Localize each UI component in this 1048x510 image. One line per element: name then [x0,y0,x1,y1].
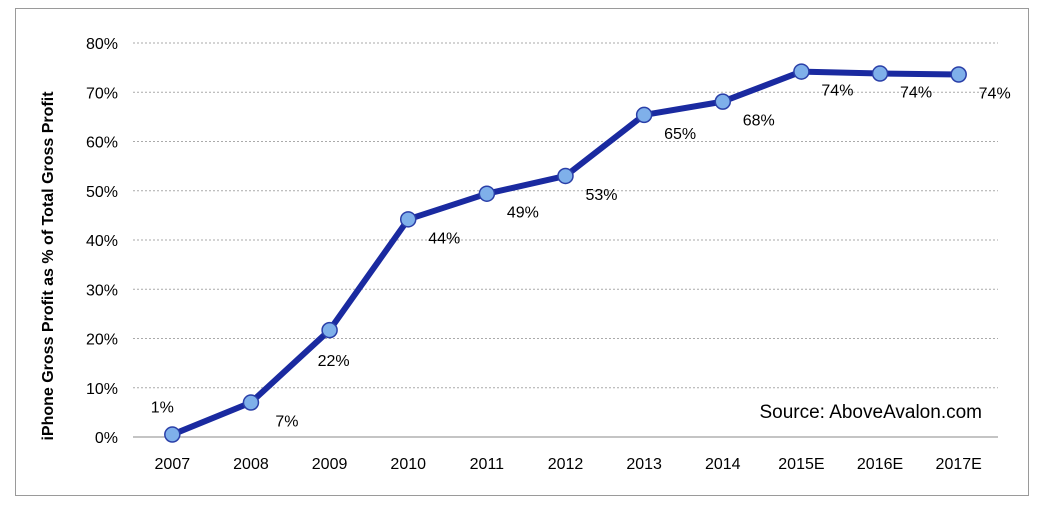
data-label: 65% [664,126,696,143]
data-label: 68% [743,113,775,130]
data-point [793,63,810,80]
y-tick-label: 60% [86,135,118,152]
y-axis-ticks: 0% 10% 20% 30% 40% 50% 60% 70% 80% [86,36,118,447]
data-labels: 1% 7% 22% 44% 49% 53% 65% 68% 74% 74% 74% [151,83,1011,431]
x-tick-label: 2013 [626,456,662,473]
y-tick-label: 50% [86,184,118,201]
source-annotation: Source: AboveAvalon.com [759,402,982,423]
data-point [242,394,260,411]
data-point [164,426,181,443]
y-axis-label: iPhone Gross Profit as % of Total Gross … [40,91,57,441]
data-label: 44% [428,230,460,247]
data-label: 74% [979,86,1011,103]
data-point [321,321,338,339]
data-label: 49% [507,205,539,222]
data-label: 22% [318,353,350,370]
y-tick-label: 80% [86,36,118,53]
data-points [164,63,967,443]
chart-frame [15,8,1029,496]
y-tick-label: 10% [86,381,118,398]
data-point [557,167,574,185]
gridlines [133,42,998,389]
data-point [635,106,653,124]
x-tick-label: 2012 [548,456,584,473]
data-point [714,93,732,110]
data-label: 74% [821,83,853,100]
data-point [950,66,967,83]
x-tick-label: 2015E [778,456,824,473]
data-label: 7% [275,414,298,431]
y-tick-label: 30% [86,282,118,299]
data-label: 1% [151,400,174,417]
x-tick-label: 2014 [705,456,741,473]
x-tick-label: 2009 [312,456,348,473]
data-point [871,65,889,82]
data-label: 53% [585,187,617,204]
x-tick-label: 2007 [155,456,191,473]
data-point [399,211,417,228]
y-tick-label: 0% [95,430,118,447]
x-tick-label: 2010 [390,456,426,473]
x-tick-label: 2016E [857,456,903,473]
y-tick-label: 40% [86,233,118,250]
x-tick-label: 2011 [470,456,505,473]
y-tick-label: 70% [86,85,118,102]
series-line [169,68,962,438]
y-tick-label: 20% [86,332,118,349]
x-tick-label: 2017E [936,456,982,473]
data-label: 74% [900,85,932,102]
x-tick-label: 2008 [233,456,269,473]
data-point [478,185,496,202]
x-axis-ticks: 2007 2008 2009 2010 2011 2012 2013 2014 2015E 201… [155,456,982,473]
